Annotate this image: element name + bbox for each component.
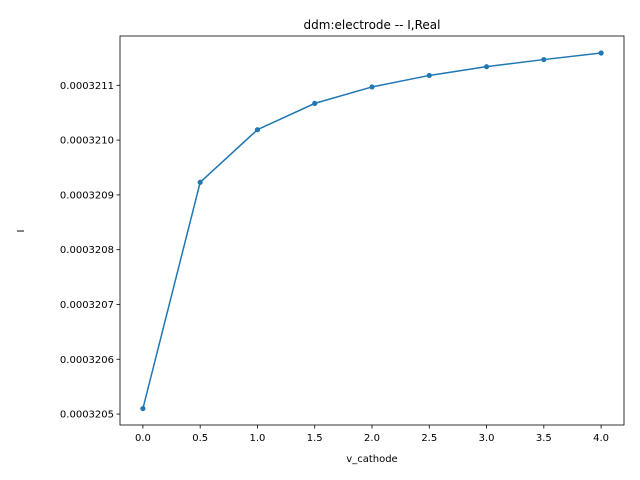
x-tick-label: 0.0 — [135, 433, 151, 444]
data-point — [197, 179, 203, 185]
x-tick-label: 2.5 — [421, 433, 437, 444]
data-point — [483, 64, 490, 70]
y-axis: 0.0003205 0.0003206 0.0003207 0.0003208 0.00… — [60, 81, 120, 421]
y-axis-label: I — [16, 230, 27, 233]
data-point — [541, 56, 547, 63]
x-tick-label: 2.0 — [364, 433, 380, 444]
data-point — [369, 84, 375, 90]
y-tick-label: 0.0003206 — [60, 355, 114, 366]
x-tick-label: 1.0 — [250, 433, 266, 444]
x-axis: 0.0 0.5 1.0 1.5 2.0 2.5 3.0 3.5 4.0 — [135, 425, 609, 444]
x-axis-label: v_cathode — [346, 454, 397, 465]
data-point — [254, 127, 261, 133]
data-point — [312, 100, 318, 106]
x-tick-label: 3.0 — [479, 433, 495, 444]
data-point — [426, 72, 432, 79]
data-point — [598, 50, 604, 56]
data-point — [140, 405, 146, 412]
y-tick-label: 0.0003207 — [60, 300, 114, 311]
y-tick-label: 0.0003205 — [60, 410, 114, 421]
y-tick-label: 0.0003209 — [60, 190, 114, 201]
x-tick-label: 4.0 — [593, 433, 609, 444]
y-tick-label: 0.0003211 — [60, 81, 114, 92]
y-tick-label: 0.0003208 — [60, 245, 114, 256]
series-markers — [140, 50, 604, 412]
y-tick-label: 0.0003210 — [60, 136, 114, 147]
x-tick-label: 1.5 — [307, 433, 323, 444]
x-tick-label: 3.5 — [536, 433, 552, 444]
chart-title: ddm:electrode -- I,Real — [304, 18, 441, 32]
plot-area: 0.0 0.5 1.0 1.5 2.0 2.5 3.0 3.5 4.0 0.00032050.0… — [60, 35, 625, 444]
x-tick-label: 0.5 — [192, 433, 208, 444]
